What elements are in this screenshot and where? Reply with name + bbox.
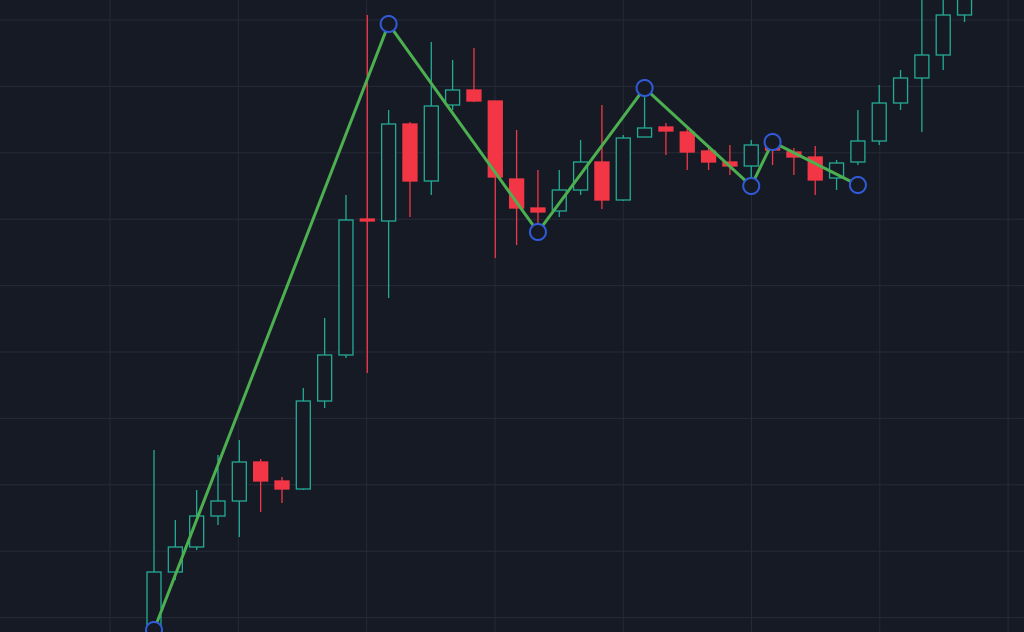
candle-body: [743, 144, 759, 167]
candle-body: [658, 126, 674, 132]
candle-body: [359, 218, 375, 222]
candle-body: [487, 100, 503, 178]
pivot-marker: [763, 133, 782, 151]
zigzag: [145, 15, 867, 632]
pivot-marker: [635, 79, 654, 97]
candle-body: [423, 105, 439, 182]
candle-body: [466, 89, 482, 102]
candle-body: [295, 400, 311, 490]
pivot-marker: [379, 15, 398, 33]
candle-body: [935, 14, 951, 56]
candle-body: [892, 77, 909, 104]
candle-body: [316, 354, 333, 402]
candle-body: [530, 207, 546, 213]
candle-body: [338, 219, 354, 356]
candle-body: [594, 161, 610, 201]
candle-body: [402, 123, 418, 182]
candle-body: [914, 54, 930, 79]
candle-body: [615, 137, 631, 201]
candle-body: [252, 461, 269, 482]
candle-body: [700, 150, 717, 163]
pivot-marker: [145, 621, 163, 632]
candle-body: [679, 131, 695, 153]
candle-body: [850, 140, 866, 163]
candle-body: [956, 0, 973, 16]
pivot-marker: [742, 177, 761, 195]
candle-body: [871, 102, 887, 142]
pivot-marker: [848, 176, 867, 194]
candle-body: [210, 500, 226, 517]
candle-body: [231, 461, 247, 502]
candle-body: [444, 89, 461, 106]
pivot-marker: [528, 223, 547, 241]
candle-body: [274, 480, 290, 490]
candle-body: [380, 123, 397, 222]
candle-body: [636, 127, 653, 138]
candles: [146, 0, 973, 632]
